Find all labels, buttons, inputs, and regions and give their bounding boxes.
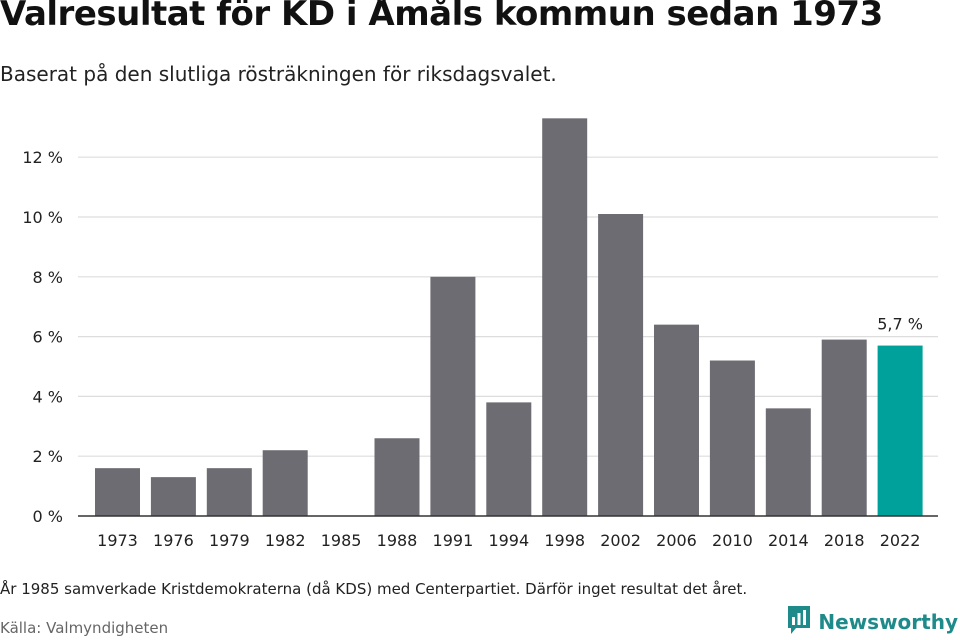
source-text: Källa: Valmyndigheten <box>0 619 169 637</box>
bar <box>262 450 308 516</box>
x-tick-label: 2002 <box>600 531 641 550</box>
bar <box>206 468 252 516</box>
x-tick-label: 1973 <box>97 531 138 550</box>
x-tick-label: 1991 <box>433 531 474 550</box>
chart-subtitle: Baserat på den slutliga rösträkningen fö… <box>0 62 557 86</box>
x-tick-label: 1988 <box>377 531 418 550</box>
bar <box>598 214 644 516</box>
x-tick-label: 2014 <box>768 531 809 550</box>
y-tick-label: 12 % <box>22 148 63 167</box>
bar <box>374 438 420 516</box>
x-tick-label: 1982 <box>265 531 306 550</box>
newsworthy-chart-icon <box>786 604 812 640</box>
bar <box>709 360 755 516</box>
y-tick-label: 0 % <box>33 507 63 526</box>
bar <box>430 276 476 516</box>
y-tick-label: 10 % <box>22 208 63 227</box>
data-label: 5,7 % <box>877 315 923 334</box>
chart-title: Valresultat för KD i Åmåls kommun sedan … <box>0 0 883 34</box>
bar <box>654 324 699 516</box>
x-tick-label: 1979 <box>209 531 250 550</box>
bar <box>765 408 811 516</box>
newsworthy-logo: Newsworthy <box>786 606 958 638</box>
bar <box>542 118 588 516</box>
x-tick-label: 1994 <box>488 531 529 550</box>
x-tick-label: 1998 <box>544 531 585 550</box>
x-tick-label: 1976 <box>153 531 194 550</box>
y-tick-label: 4 % <box>33 387 63 406</box>
footnote: År 1985 samverkade Kristdemokraterna (då… <box>0 580 748 598</box>
bar <box>150 477 196 516</box>
x-tick-label: 1985 <box>321 531 362 550</box>
bar <box>95 468 140 516</box>
bar <box>821 339 867 516</box>
bar-chart: 0 % 2 % 4 % 6 % 8 % 10 % 12 % 1973 1976 1979 1982 1… <box>22 118 938 550</box>
y-tick-label: 6 % <box>33 328 63 347</box>
newsworthy-logo-text: Newsworthy <box>818 610 958 634</box>
x-tick-label: 2010 <box>712 531 753 550</box>
bar <box>877 345 923 516</box>
y-tick-label: 2 % <box>33 447 63 466</box>
x-tick-label: 2022 <box>880 531 921 550</box>
x-tick-label: 2018 <box>824 531 865 550</box>
y-tick-label: 8 % <box>33 268 63 287</box>
bar <box>486 402 532 516</box>
x-tick-label: 2006 <box>656 531 697 550</box>
